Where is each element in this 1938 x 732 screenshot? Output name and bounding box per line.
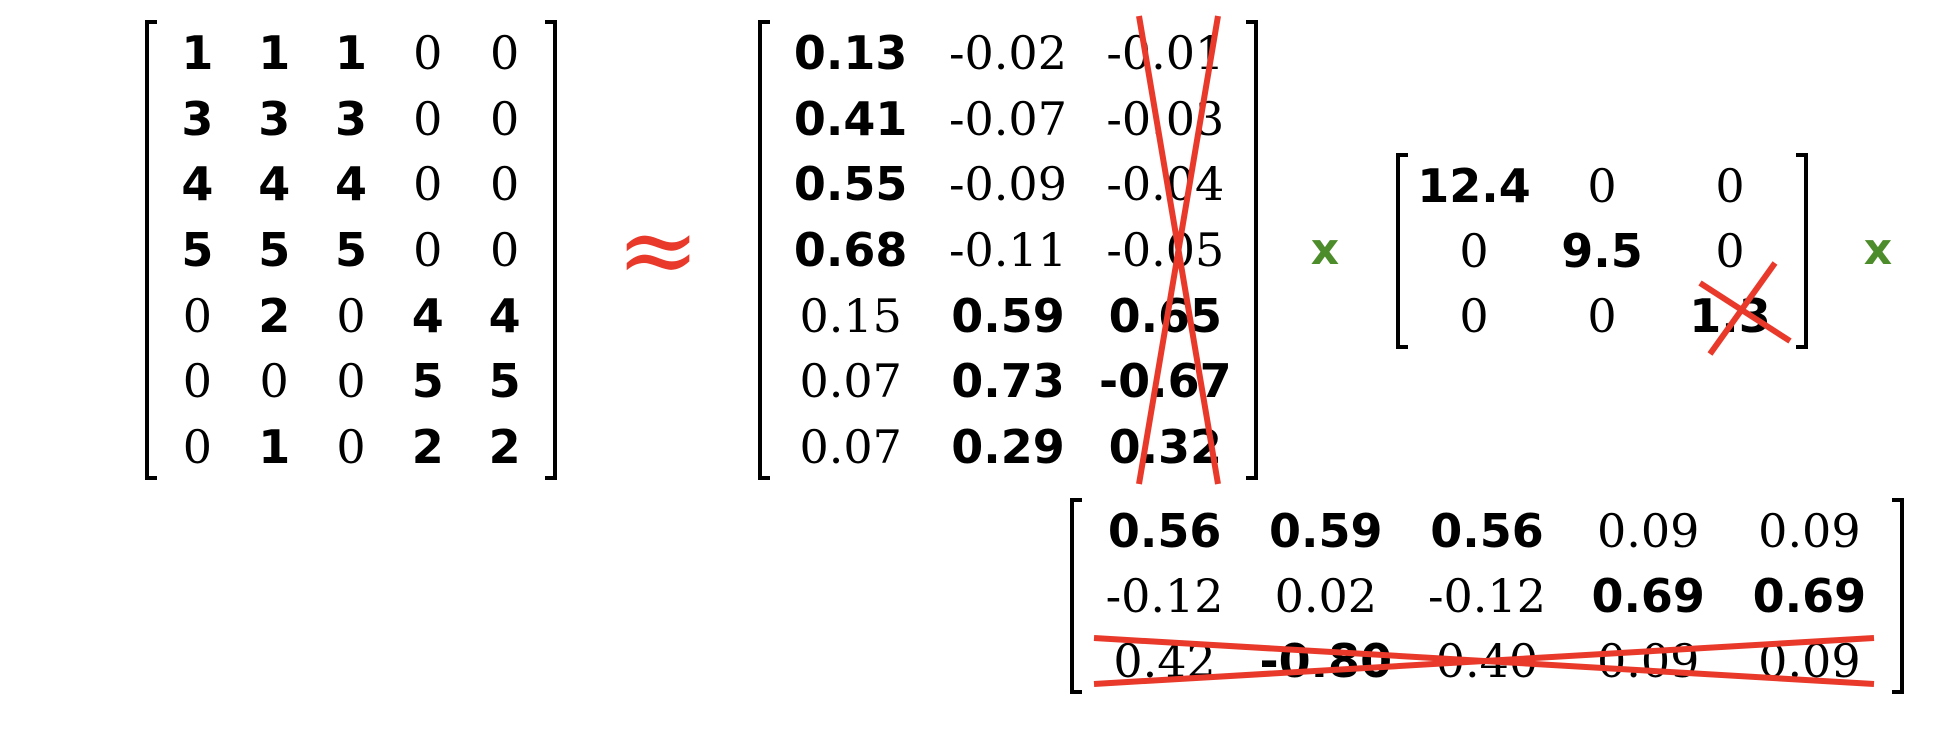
matrix-a-cell-r7-c2: 1 [258, 420, 291, 475]
matrix-sigma-left-bracket [1396, 153, 1408, 349]
times-symbol-2: x [1863, 224, 1893, 275]
matrix-a-cell-r3-c4: 0 [413, 157, 443, 212]
matrix-u-left-bracket [758, 20, 770, 480]
matrix-sigma-cell-r3-c3: 1.3 [1689, 289, 1771, 344]
matrix-a-right-bracket [545, 20, 557, 480]
matrix-a-cell-r6-c1: 0 [182, 354, 213, 409]
matrix-vt-cell-r3-c2: -0.80 [1259, 634, 1393, 689]
matrix-u-cell-r2-c2: -0.07 [949, 91, 1067, 146]
matrix-u-cell-r3-c1: 0.55 [793, 157, 908, 212]
matrix-u-cell-r1-c2: -0.02 [949, 25, 1067, 80]
matrix-a-cell-r1-c4: 0 [413, 25, 443, 80]
matrix-a-cell-r3-c2: 4 [258, 157, 291, 212]
matrix-u-cell-r1-c1: 0.13 [793, 25, 908, 80]
matrix-u-cell-r1-c3: -0.01 [1106, 25, 1225, 80]
matrix-vt-cell-r1-c5: 0.09 [1758, 503, 1861, 558]
matrix-vt-cell-r1-c3: 0.56 [1430, 503, 1544, 558]
matrix-sigma-cell-r1-c2: 0 [1587, 158, 1617, 213]
matrix-a-cell-r7-c3: 0 [336, 420, 366, 475]
matrix-a-cell-r5-c3: 0 [336, 288, 366, 343]
matrix-a-cell-r1-c1: 1 [181, 25, 214, 80]
matrix-a-cell-r6-c4: 5 [411, 354, 444, 409]
matrix-a-cell-r5-c2: 2 [258, 288, 291, 343]
matrix-sigma: 12.4 0 0 0 9.5 0 0 0 1.3 [1396, 153, 1808, 349]
matrix-vt-cell-r1-c2: 0.59 [1269, 503, 1383, 558]
matrix-a-cell-r3-c1: 4 [181, 157, 214, 212]
matrix-a-cell-r6-c5: 5 [488, 354, 521, 409]
matrix-a-cell-r4-c1: 5 [181, 222, 214, 277]
times-symbol-1: x [1310, 224, 1340, 275]
matrix-vt-cell-r1-c1: 0.56 [1107, 503, 1222, 558]
matrix-vt-cell-r3-c3: 0.40 [1435, 634, 1539, 689]
matrix-a-cell-r5-c1: 0 [182, 288, 213, 343]
matrix-u-cell-r6-c3: -0.67 [1099, 354, 1232, 409]
matrix-sigma-cell-r1-c1: 12.4 [1417, 158, 1531, 213]
matrix-a-cell-r3-c5: 0 [489, 157, 520, 212]
matrix-a-cell-r3-c3: 4 [334, 157, 367, 212]
matrix-u-cell-r2-c1: 0.41 [793, 91, 908, 146]
matrix-u-cell-r3-c2: -0.09 [949, 157, 1067, 212]
matrix-vt-cell-r2-c4: 0.69 [1591, 568, 1705, 623]
matrix-a-cell-r7-c5: 2 [488, 420, 521, 475]
matrix-sigma-cell-r2-c3: 0 [1715, 223, 1745, 278]
matrix-sigma-cell-r3-c1: 0 [1459, 289, 1489, 344]
matrix-u-cell-r6-c2: 0.73 [951, 354, 1065, 409]
matrix-vt-cell-r1-c4: 0.09 [1596, 503, 1700, 558]
matrix-u: 0.13 -0.02 -0.01 0.41 -0.07 -0.03 0.55 -0.09 -0.… [758, 20, 1258, 480]
matrix-a-cell-r2-c4: 0 [413, 91, 443, 146]
matrix-a-cell-r6-c2: 0 [259, 354, 289, 409]
matrix-u-cell-r7-c3: 0.32 [1108, 420, 1223, 475]
matrix-a-cell-r2-c2: 3 [258, 91, 291, 146]
matrix-u-cell-r6-c1: 0.07 [799, 354, 902, 409]
matrix-a-left-bracket [145, 20, 157, 480]
matrix-u-cell-r4-c2: -0.11 [949, 222, 1067, 277]
matrix-vt-cell-r2-c3: -0.12 [1428, 568, 1546, 623]
matrix-sigma-cell-r2-c2: 9.5 [1561, 223, 1643, 278]
matrix-a-cell-r1-c2: 1 [258, 25, 291, 80]
matrix-u-cell-r3-c3: -0.04 [1106, 157, 1225, 212]
matrix-u-cell-r2-c3: -0.03 [1106, 91, 1225, 146]
matrix-a-cell-r4-c3: 5 [334, 222, 367, 277]
matrix-u-cell-r5-c3: 0.65 [1108, 288, 1223, 343]
matrix-a-cell-r7-c1: 0 [182, 420, 213, 475]
matrix-vt-cell-r2-c2: 0.02 [1274, 568, 1377, 623]
matrix-u-cell-r5-c1: 0.15 [799, 288, 902, 343]
matrix-vt-cell-r2-c5: 0.69 [1752, 568, 1867, 623]
matrix-a-cell-r4-c4: 0 [413, 222, 443, 277]
matrix-v-transpose: 0.56 0.59 0.56 0.09 0.09 -0.12 0.02 -0.12 0.69 0.… [1070, 498, 1904, 694]
matrix-vt-left-bracket [1070, 498, 1082, 694]
matrix-u-cell-r4-c1: 0.68 [793, 222, 908, 277]
matrix-vt-cell-r3-c1: 0.42 [1113, 634, 1216, 689]
matrix-sigma-cell-r3-c2: 0 [1587, 289, 1617, 344]
matrix-a-cell-r1-c3: 1 [334, 25, 367, 80]
matrix-vt-cell-r2-c1: -0.12 [1105, 568, 1224, 623]
matrix-sigma-cell-r2-c1: 0 [1459, 223, 1489, 278]
matrix-a-cell-r2-c1: 3 [181, 91, 214, 146]
matrix-vt-cell-r3-c5: 0.09 [1758, 634, 1861, 689]
matrix-sigma-right-bracket [1796, 153, 1808, 349]
matrix-a-cell-r7-c4: 2 [411, 420, 444, 475]
matrix-vt-right-bracket [1892, 498, 1904, 694]
matrix-a-cell-r5-c5: 4 [488, 288, 521, 343]
approx-symbol: ≈ [616, 191, 700, 308]
matrix-a-cell-r6-c3: 0 [336, 354, 366, 409]
matrix-u-cell-r4-c3: -0.05 [1106, 222, 1225, 277]
matrix-u-cell-r5-c2: 0.59 [951, 288, 1065, 343]
matrix-sigma-cell-r1-c3: 0 [1715, 158, 1745, 213]
matrix-a-cell-r4-c5: 0 [489, 222, 520, 277]
matrix-u-cell-r7-c2: 0.29 [951, 420, 1065, 475]
matrix-u-cell-r7-c1: 0.07 [799, 420, 902, 475]
matrix-u-right-bracket [1246, 20, 1258, 480]
matrix-vt-cell-r3-c4: 0.09 [1596, 634, 1700, 689]
matrix-a-cell-r4-c2: 5 [258, 222, 291, 277]
matrix-a-cell-r1-c5: 0 [489, 25, 520, 80]
matrix-a-cell-r2-c3: 3 [334, 91, 367, 146]
matrix-a-cell-r2-c5: 0 [489, 91, 520, 146]
matrix-a-cell-r5-c4: 4 [411, 288, 444, 343]
